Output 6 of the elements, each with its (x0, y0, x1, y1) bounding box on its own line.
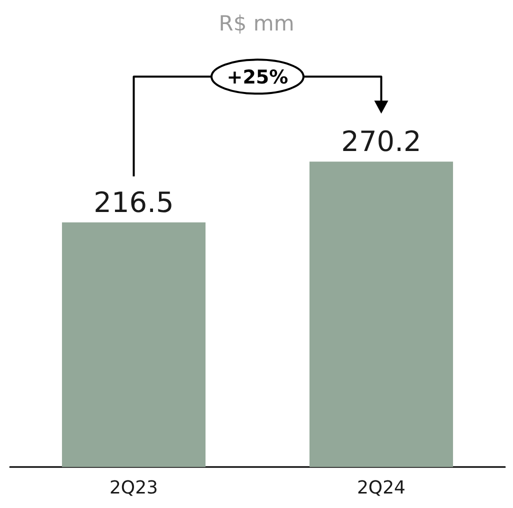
data-label: 216.5 (94, 186, 174, 219)
x-tick-label: 2Q23 (109, 478, 158, 498)
x-tick-label: 2Q24 (356, 478, 406, 498)
text: +25% (226, 66, 288, 89)
chart-title: R$ mm (218, 12, 294, 36)
data-label: 270.2 (341, 125, 422, 158)
